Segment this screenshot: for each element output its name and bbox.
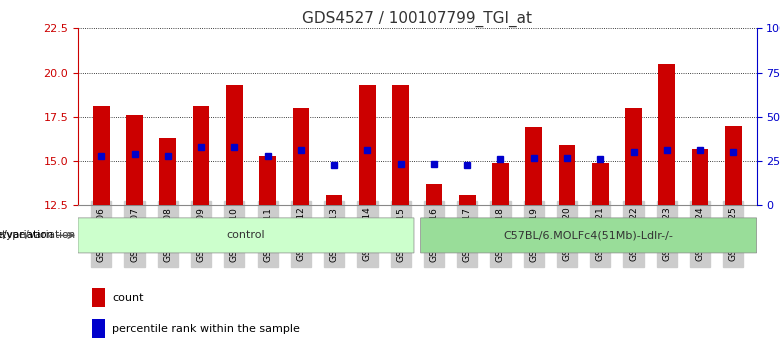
Bar bbox=[492, 163, 509, 205]
Text: genotype/variation: genotype/variation bbox=[0, 230, 76, 240]
Bar bbox=[126, 115, 143, 205]
Bar bbox=[459, 195, 476, 205]
Text: genotype/variation: genotype/variation bbox=[0, 230, 53, 240]
Bar bbox=[692, 149, 708, 205]
Title: GDS4527 / 100107799_TGI_at: GDS4527 / 100107799_TGI_at bbox=[303, 11, 532, 27]
Bar bbox=[526, 127, 542, 205]
Bar bbox=[91, 319, 105, 338]
Text: count: count bbox=[112, 292, 144, 303]
Bar bbox=[725, 126, 742, 205]
FancyBboxPatch shape bbox=[420, 218, 757, 253]
Bar bbox=[259, 156, 276, 205]
Bar bbox=[658, 64, 675, 205]
Text: percentile rank within the sample: percentile rank within the sample bbox=[112, 324, 300, 334]
Bar bbox=[93, 106, 110, 205]
Bar bbox=[159, 138, 176, 205]
Bar bbox=[626, 108, 642, 205]
Bar bbox=[193, 106, 209, 205]
Bar bbox=[292, 108, 309, 205]
Bar bbox=[558, 145, 576, 205]
Text: control: control bbox=[227, 230, 265, 240]
Bar bbox=[91, 288, 105, 307]
Bar bbox=[592, 163, 608, 205]
Bar bbox=[359, 85, 376, 205]
Text: C57BL/6.MOLFc4(51Mb)-Ldlr-/-: C57BL/6.MOLFc4(51Mb)-Ldlr-/- bbox=[504, 230, 674, 240]
Bar bbox=[226, 85, 243, 205]
Bar bbox=[392, 85, 409, 205]
Bar bbox=[326, 195, 342, 205]
FancyBboxPatch shape bbox=[78, 218, 414, 253]
Bar bbox=[426, 184, 442, 205]
